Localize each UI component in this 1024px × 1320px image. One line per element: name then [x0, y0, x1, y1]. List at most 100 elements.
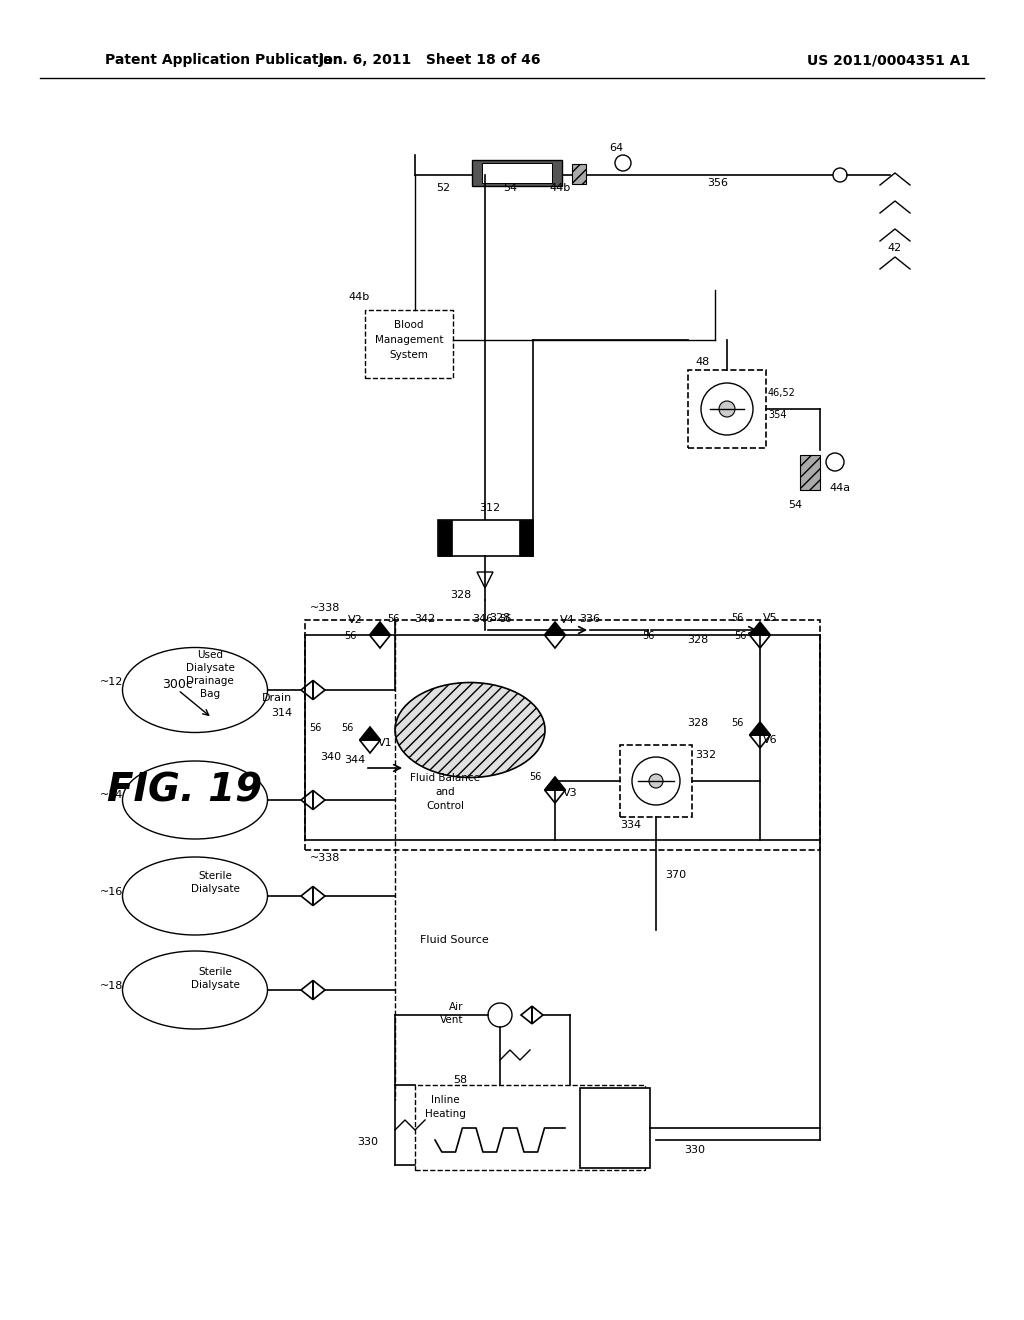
- Text: ~18: ~18: [100, 981, 123, 991]
- Text: ~14: ~14: [100, 789, 123, 800]
- Ellipse shape: [123, 762, 267, 840]
- Polygon shape: [750, 722, 770, 735]
- Text: 334: 334: [620, 820, 641, 830]
- Text: ~338: ~338: [310, 853, 340, 863]
- Text: 370: 370: [665, 870, 686, 880]
- Bar: [620, 744, 692, 817]
- Text: and: and: [435, 787, 455, 797]
- Text: 42: 42: [888, 243, 902, 253]
- Circle shape: [701, 383, 753, 436]
- Circle shape: [833, 168, 847, 182]
- Text: 312: 312: [479, 503, 501, 513]
- Bar: [580, 1088, 650, 1168]
- Circle shape: [649, 774, 663, 788]
- Polygon shape: [313, 981, 325, 999]
- Text: 330: 330: [357, 1137, 378, 1147]
- Text: 346: 346: [472, 614, 494, 624]
- Text: 340: 340: [319, 752, 341, 762]
- Text: Drainage: Drainage: [186, 676, 233, 686]
- Text: 328: 328: [489, 612, 511, 623]
- Text: 300c: 300c: [162, 678, 193, 692]
- Text: System: System: [389, 350, 428, 360]
- Text: 56: 56: [731, 612, 743, 623]
- Text: 354: 354: [768, 411, 786, 420]
- Polygon shape: [313, 887, 325, 906]
- Text: 328: 328: [687, 635, 709, 645]
- Text: Sterile: Sterile: [198, 871, 232, 880]
- Text: Management: Management: [375, 335, 443, 345]
- Text: 344: 344: [344, 755, 366, 766]
- Bar: [415, 1085, 645, 1170]
- Text: Dialysate: Dialysate: [190, 884, 240, 894]
- Text: 58: 58: [453, 1074, 467, 1085]
- Bar: [519, 520, 534, 556]
- Text: 56: 56: [642, 631, 654, 642]
- Circle shape: [488, 1003, 512, 1027]
- Circle shape: [632, 756, 680, 805]
- Circle shape: [719, 401, 735, 417]
- Polygon shape: [545, 777, 565, 789]
- Text: 356: 356: [708, 178, 728, 187]
- Text: Used: Used: [197, 649, 223, 660]
- Text: Jan. 6, 2011   Sheet 18 of 46: Jan. 6, 2011 Sheet 18 of 46: [318, 53, 542, 67]
- Text: 330: 330: [684, 1144, 706, 1155]
- Text: 56: 56: [309, 723, 322, 733]
- Ellipse shape: [123, 950, 267, 1030]
- Text: 46,52: 46,52: [768, 388, 796, 399]
- Text: 328: 328: [687, 718, 709, 729]
- Text: Drain: Drain: [262, 693, 292, 704]
- Polygon shape: [313, 791, 325, 809]
- Text: 54: 54: [787, 500, 802, 510]
- Text: Dialysate: Dialysate: [185, 663, 234, 673]
- Text: 64: 64: [609, 143, 623, 153]
- Text: Sterile: Sterile: [198, 968, 232, 977]
- Text: V1: V1: [378, 738, 392, 748]
- Text: V3: V3: [563, 788, 578, 799]
- Text: Dialysate: Dialysate: [190, 979, 240, 990]
- Bar: [365, 310, 453, 378]
- Text: 44a: 44a: [829, 483, 851, 492]
- Circle shape: [615, 154, 631, 172]
- Text: 44b: 44b: [549, 183, 570, 193]
- Bar: [482, 162, 552, 183]
- Text: 56: 56: [344, 631, 356, 642]
- Text: Fluid Source: Fluid Source: [420, 935, 488, 945]
- Polygon shape: [545, 622, 565, 635]
- Text: Fluid Balance: Fluid Balance: [410, 774, 480, 783]
- Text: Inline: Inline: [431, 1096, 460, 1105]
- Circle shape: [826, 453, 844, 471]
- Text: 54: 54: [503, 183, 517, 193]
- Bar: [472, 160, 562, 186]
- Text: US 2011/0004351 A1: US 2011/0004351 A1: [807, 53, 970, 67]
- Bar: [688, 370, 766, 447]
- Text: ~12: ~12: [100, 677, 123, 686]
- Bar: [438, 520, 452, 556]
- Ellipse shape: [123, 648, 267, 733]
- Text: Heating: Heating: [425, 1109, 466, 1119]
- Bar: [800, 455, 820, 490]
- Text: 56: 56: [528, 772, 542, 781]
- Polygon shape: [359, 727, 380, 741]
- Bar: [572, 164, 586, 183]
- Text: Vent: Vent: [439, 1015, 463, 1026]
- Text: Bag: Bag: [200, 689, 220, 700]
- Text: ~338: ~338: [310, 603, 340, 612]
- Text: 336: 336: [580, 614, 600, 624]
- Text: V6: V6: [763, 735, 777, 744]
- Text: Blood: Blood: [394, 319, 424, 330]
- Text: ~16: ~16: [100, 887, 123, 898]
- Text: 56: 56: [341, 723, 353, 733]
- Polygon shape: [532, 1006, 543, 1024]
- Text: 332: 332: [695, 750, 716, 760]
- Ellipse shape: [123, 857, 267, 935]
- Text: V4: V4: [560, 615, 574, 624]
- Text: Patent Application Publication: Patent Application Publication: [105, 53, 343, 67]
- Text: 314: 314: [271, 708, 292, 718]
- Text: 342: 342: [415, 614, 435, 624]
- Text: 56: 56: [734, 631, 746, 642]
- Bar: [305, 620, 820, 850]
- Polygon shape: [370, 622, 390, 635]
- Text: V2: V2: [347, 615, 362, 624]
- Text: Control: Control: [426, 801, 464, 810]
- Text: 56: 56: [387, 614, 399, 624]
